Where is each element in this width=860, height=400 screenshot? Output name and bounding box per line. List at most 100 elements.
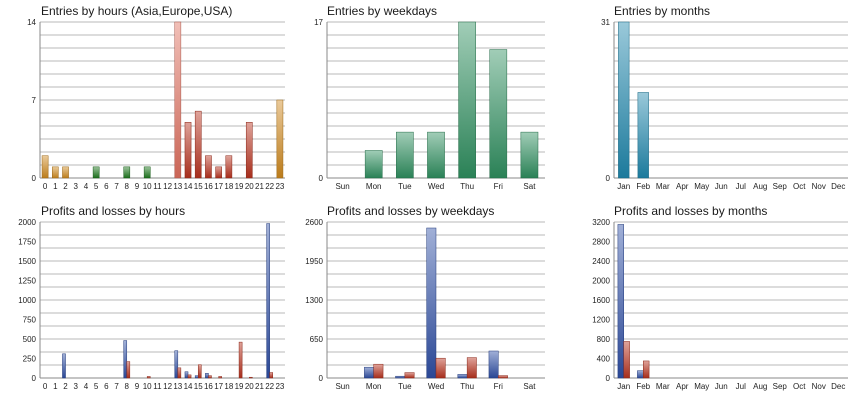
x-tick-label: 12 — [163, 182, 172, 191]
bar-Feb — [637, 92, 649, 179]
x-tick-label: May — [694, 382, 709, 391]
x-tick-label: Tue — [398, 182, 412, 191]
x-tick-label: 3 — [74, 382, 79, 391]
x-tick-label: Fri — [494, 182, 504, 191]
bar-2 — [62, 166, 69, 179]
x-tick-label: 0 — [43, 182, 48, 191]
y-tick-label: 1500 — [18, 257, 36, 266]
x-tick-label: Dec — [831, 382, 845, 391]
bar-1 — [52, 166, 59, 179]
bar-17-s1 — [218, 376, 222, 379]
y-tick-label: 7 — [32, 96, 37, 105]
y-tick-label: 750 — [23, 316, 37, 325]
y-tick-label: 1250 — [18, 277, 36, 286]
x-tick-label: Thu — [460, 382, 474, 391]
x-tick-label: 2 — [63, 182, 68, 191]
x-tick-label: Dec — [831, 182, 845, 191]
bar-15 — [194, 110, 202, 179]
x-tick-label: Sat — [523, 182, 536, 191]
bar-14-s1 — [187, 374, 192, 379]
x-tick-label: 1 — [53, 182, 58, 191]
x-tick-label: Jun — [715, 182, 728, 191]
x-tick-label: Aug — [753, 182, 767, 191]
y-tick-label: 1300 — [305, 296, 323, 305]
x-tick-label: 5 — [94, 182, 99, 191]
bar-Tue-s0 — [395, 375, 406, 379]
bar-Jan — [618, 21, 630, 179]
bar-20-s1 — [249, 376, 253, 379]
x-tick-label: Jun — [715, 382, 728, 391]
y-tick-label: 1750 — [18, 238, 36, 247]
x-tick-label: 9 — [135, 382, 140, 391]
x-tick-label: 5 — [94, 382, 99, 391]
bar-0 — [41, 155, 49, 179]
x-tick-label: Apr — [676, 182, 689, 191]
bar-13-s1 — [177, 367, 182, 379]
bar-5 — [92, 166, 100, 179]
x-tick-label: 13 — [173, 382, 182, 391]
x-tick-label: 22 — [265, 382, 274, 391]
bar-22-s1 — [269, 372, 273, 379]
x-tick-label: 7 — [114, 182, 119, 191]
y-tick-label: 31 — [601, 18, 610, 27]
x-tick-label: 3 — [74, 182, 79, 191]
bar-19-s1 — [238, 341, 243, 379]
bar-8 — [123, 166, 131, 179]
x-tick-label: 16 — [204, 382, 213, 391]
x-tick-label: 16 — [204, 182, 213, 191]
y-tick-label: 2400 — [592, 257, 610, 266]
bar-Fri — [489, 49, 508, 179]
x-tick-label: 15 — [194, 382, 203, 391]
bar-Jan-s0 — [617, 224, 625, 379]
bar-16-s1 — [208, 375, 212, 379]
x-tick-label: 10 — [143, 182, 152, 191]
bar-Tue — [396, 131, 414, 179]
bar-Thu-s0 — [457, 374, 468, 379]
chart-title: Entries by months — [614, 4, 710, 18]
x-tick-label: Sep — [773, 382, 788, 391]
bar-8-s1 — [126, 361, 131, 379]
y-tick-label: 650 — [310, 335, 324, 344]
y-tick-label: 250 — [23, 355, 37, 364]
x-tick-label: 11 — [153, 182, 162, 191]
x-tick-label: Jul — [736, 182, 746, 191]
bar-13 — [174, 21, 182, 179]
x-tick-label: 8 — [125, 382, 130, 391]
x-tick-label: 10 — [143, 382, 152, 391]
x-tick-label: 15 — [194, 182, 203, 191]
y-tick-label: 1000 — [18, 296, 36, 305]
x-tick-label: Sun — [335, 182, 349, 191]
x-tick-label: Jul — [736, 382, 746, 391]
y-tick-label: 2000 — [18, 218, 36, 227]
chart-panel-1: Entries by weekdays 0 17 Sun Mon Tue Wed Thu Fri… — [314, 4, 545, 191]
x-tick-label: 21 — [255, 382, 264, 391]
x-tick-label: 21 — [255, 182, 264, 191]
x-tick-label: 6 — [104, 382, 109, 391]
x-tick-label: 14 — [184, 182, 193, 191]
x-tick-label: 0 — [43, 382, 48, 391]
x-tick-label: May — [694, 182, 709, 191]
x-tick-label: Sep — [773, 182, 788, 191]
y-tick-label: 0 — [319, 374, 324, 383]
y-tick-label: 1200 — [592, 316, 610, 325]
x-tick-label: 18 — [224, 182, 233, 191]
bar-Mon-s0 — [364, 366, 374, 379]
x-tick-label: 23 — [275, 382, 284, 391]
x-tick-label: 20 — [245, 182, 254, 191]
y-tick-label: 14 — [27, 18, 36, 27]
bar-16 — [205, 155, 212, 179]
x-tick-label: 9 — [135, 182, 140, 191]
bar-Sat — [520, 131, 539, 179]
x-tick-label: 18 — [224, 382, 233, 391]
bar-15-s1 — [197, 364, 202, 379]
x-tick-label: Feb — [636, 182, 650, 191]
x-tick-label: 19 — [235, 182, 244, 191]
bar-Fri-s0 — [488, 350, 499, 379]
x-tick-label: 4 — [84, 182, 89, 191]
y-tick-label: 0 — [606, 174, 611, 183]
x-tick-label: Apr — [676, 382, 689, 391]
bar-Feb-s0 — [637, 370, 644, 379]
y-tick-label: 1600 — [592, 296, 610, 305]
